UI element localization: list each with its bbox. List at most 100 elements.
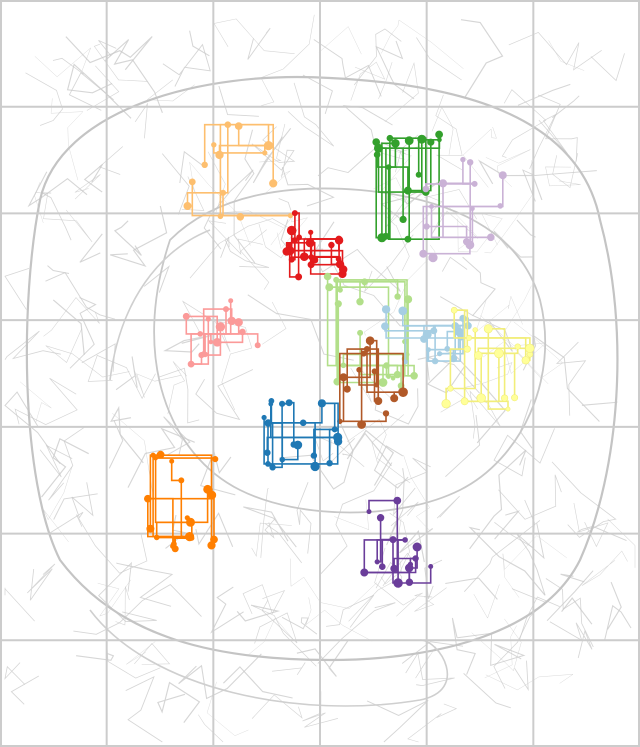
stop-marker: [476, 393, 486, 403]
stop-marker: [465, 240, 475, 250]
stop-marker: [412, 555, 419, 562]
stop-marker: [360, 568, 369, 577]
stop-marker: [295, 273, 303, 281]
stop-marker: [356, 366, 362, 373]
stop-marker: [378, 563, 386, 571]
stop-marker: [376, 513, 385, 522]
stop-marker: [153, 455, 158, 461]
stop-marker: [361, 278, 368, 286]
stop-marker: [215, 322, 226, 332]
stop-marker: [390, 394, 399, 403]
stop-marker: [263, 449, 271, 457]
stop-marker: [451, 322, 460, 330]
street-network: [4, 14, 636, 743]
route-cluster-orange-light: [183, 121, 294, 221]
stop-marker: [404, 136, 414, 145]
stop-marker: [374, 396, 383, 405]
stop-marker: [428, 204, 434, 210]
stop-marker: [282, 247, 291, 256]
stop-marker: [170, 541, 177, 547]
stop-marker: [386, 134, 394, 142]
stop-marker: [398, 387, 408, 398]
stop-marker: [153, 534, 160, 541]
stop-marker: [483, 324, 493, 334]
stop-marker: [333, 432, 343, 443]
stop-marker: [505, 406, 511, 412]
stop-marker: [428, 253, 438, 263]
stop-marker: [372, 138, 381, 146]
stop-marker: [287, 242, 293, 248]
stop-marker: [264, 419, 273, 427]
stop-marker: [188, 178, 196, 186]
stop-marker: [310, 452, 318, 459]
stop-marker: [182, 312, 190, 320]
stop-marker: [373, 151, 381, 158]
stop-marker: [394, 293, 401, 300]
stop-marker: [460, 156, 466, 163]
stop-marker: [423, 223, 430, 230]
stop-marker: [254, 342, 261, 349]
stop-marker: [279, 400, 286, 407]
stop-marker: [381, 305, 391, 314]
stop-marker: [430, 327, 438, 335]
stop-marker: [279, 456, 286, 463]
stop-marker: [391, 139, 400, 148]
stop-marker: [402, 537, 408, 543]
stop-marker: [357, 420, 366, 429]
stop-marker: [208, 339, 214, 345]
stop-marker: [343, 385, 351, 393]
stop-marker: [144, 494, 152, 503]
stop-marker: [383, 362, 390, 369]
stop-marker: [511, 394, 519, 402]
stop-marker: [374, 559, 380, 565]
stop-marker: [374, 382, 380, 388]
stop-marker: [386, 374, 391, 379]
stop-marker: [203, 484, 212, 494]
stop-marker: [205, 316, 211, 322]
route-cluster-blue: [261, 397, 343, 472]
stop-marker: [473, 351, 483, 360]
stop-marker: [360, 350, 367, 357]
stop-marker: [217, 213, 224, 220]
stop-marker: [371, 368, 378, 375]
route-cluster-red: [282, 210, 348, 281]
stop-marker: [521, 356, 530, 365]
stop-marker: [471, 180, 478, 187]
route-cluster-light-blue: [381, 305, 472, 365]
stop-marker: [422, 185, 430, 193]
stop-marker: [464, 322, 472, 330]
stop-marker: [234, 122, 243, 130]
stop-marker: [393, 578, 403, 588]
route-cluster-purple: [360, 496, 434, 588]
stop-marker: [472, 327, 478, 333]
stop-marker: [156, 450, 165, 459]
stop-marker: [494, 348, 504, 359]
stop-marker: [463, 345, 471, 353]
stop-marker: [447, 385, 454, 392]
stop-marker: [389, 536, 397, 544]
stop-marker: [186, 517, 196, 527]
stop-marker: [486, 233, 495, 242]
stop-marker: [378, 378, 388, 387]
stop-marker: [201, 351, 206, 356]
stop-marker: [169, 458, 175, 464]
stop-marker: [291, 237, 298, 244]
stop-marker: [393, 496, 402, 505]
stop-marker: [285, 399, 293, 407]
stop-marker: [417, 134, 427, 144]
stop-marker: [201, 161, 208, 169]
stop-marker: [187, 360, 195, 368]
route-cluster-lilac: [419, 156, 507, 263]
stop-marker: [514, 343, 521, 350]
stop-marker: [227, 316, 236, 326]
stop-marker: [497, 203, 504, 209]
stop-marker: [311, 256, 319, 264]
stop-marker: [184, 515, 190, 521]
stop-marker: [425, 347, 431, 353]
route-cluster-brown: [337, 336, 408, 429]
stop-marker: [428, 563, 434, 569]
stop-marker: [436, 137, 442, 143]
route-cluster-orange: [144, 450, 219, 553]
